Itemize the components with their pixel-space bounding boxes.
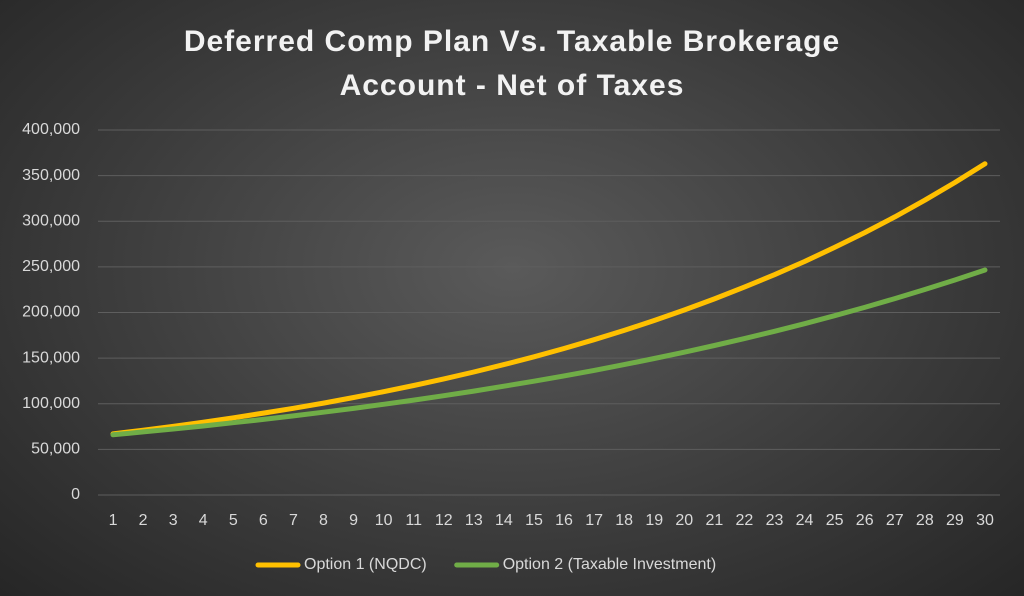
y-tick-label: 100,000 — [22, 395, 80, 412]
x-tick-label: 15 — [525, 512, 543, 529]
x-tick-label: 7 — [289, 512, 298, 529]
y-tick-label: 350,000 — [22, 167, 80, 184]
x-tick-label: 8 — [319, 512, 328, 529]
x-tick-label: 19 — [645, 512, 663, 529]
x-tick-label: 17 — [585, 512, 603, 529]
x-tick-label: 24 — [796, 512, 814, 529]
x-tick-label: 18 — [615, 512, 633, 529]
x-tick-label: 22 — [736, 512, 754, 529]
x-tick-label: 9 — [349, 512, 358, 529]
x-tick-label: 26 — [856, 512, 874, 529]
x-tick-label: 25 — [826, 512, 844, 529]
x-tick-label: 6 — [259, 512, 268, 529]
x-tick-label: 2 — [139, 512, 148, 529]
legend-label: Option 1 (NQDC) — [304, 556, 427, 573]
x-tick-label: 4 — [199, 512, 208, 529]
y-tick-label: 300,000 — [22, 212, 80, 229]
chart-title: Deferred Comp Plan Vs. Taxable Brokerage… — [183, 25, 841, 102]
x-tick-label: 30 — [976, 512, 994, 529]
y-tick-label: 250,000 — [22, 258, 80, 275]
x-tick-label: 13 — [465, 512, 483, 529]
series-line — [110, 267, 988, 438]
y-tick-label: 400,000 — [22, 121, 80, 138]
x-tick-label: 16 — [555, 512, 573, 529]
x-tick-label: 21 — [705, 512, 723, 529]
x-tick-label: 12 — [435, 512, 453, 529]
x-tick-label: 14 — [495, 512, 513, 529]
x-tick-label: 1 — [109, 512, 118, 529]
x-tick-label: 20 — [675, 512, 693, 529]
y-tick-label: 50,000 — [31, 441, 80, 458]
x-tick-label: 5 — [229, 512, 238, 529]
x-tick-label: 28 — [916, 512, 934, 529]
x-tick-label: 29 — [946, 512, 964, 529]
legend-label: Option 2 (Taxable Investment) — [503, 556, 716, 573]
x-tick-label: 23 — [766, 512, 784, 529]
y-tick-label: 200,000 — [22, 304, 80, 321]
series-line — [110, 161, 988, 437]
x-tick-label: 10 — [375, 512, 393, 529]
x-tick-label: 11 — [405, 512, 422, 529]
x-tick-label: 27 — [886, 512, 904, 529]
y-tick-label: 0 — [71, 486, 80, 503]
x-tick-label: 3 — [169, 512, 178, 529]
y-tick-label: 150,000 — [22, 349, 80, 366]
